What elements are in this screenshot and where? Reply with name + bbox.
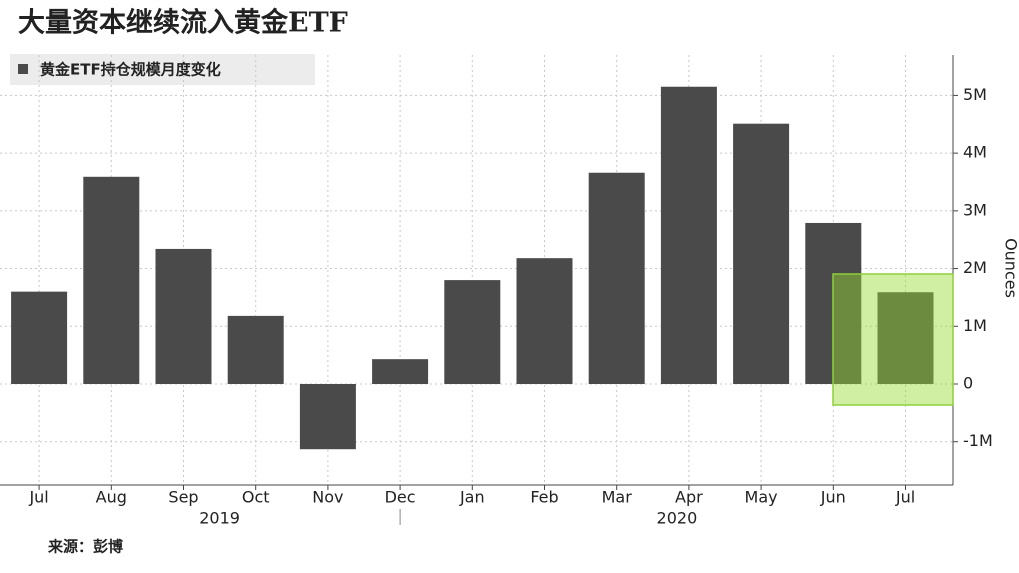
bar [227, 315, 284, 384]
x-tick-label: Oct [242, 488, 270, 507]
y-tick-label: 0 [963, 373, 973, 392]
highlight-box [832, 273, 954, 406]
bar [372, 359, 429, 384]
source: 来源：彭博 [47, 538, 123, 556]
x-tick-label: Jan [459, 488, 485, 507]
bar [516, 258, 573, 384]
x-tick-label: Nov [312, 488, 343, 507]
bar [83, 176, 140, 384]
bar [444, 280, 501, 384]
x-tick-label: May [745, 488, 778, 507]
x-tick-label: Feb [530, 488, 558, 507]
bar [660, 86, 717, 384]
y-tick-label: 1M [963, 316, 987, 335]
bar [155, 248, 212, 384]
x-tick-label: Jul [895, 488, 915, 507]
y-tick-label: 3M [963, 200, 987, 219]
bar [733, 123, 790, 384]
bar [877, 292, 934, 384]
x-tick-label: Jun [820, 488, 846, 507]
x-tick-label: Apr [675, 488, 703, 507]
legend-swatch [18, 64, 28, 74]
chart-title: 大量资本继续流入黄金ETF [18, 7, 348, 39]
y-tick-label: 2M [963, 258, 987, 277]
y-tick-label: 4M [963, 143, 987, 162]
bar [11, 291, 68, 384]
y-tick-label: -1M [963, 431, 993, 450]
x-group-label: 2020 [657, 509, 698, 528]
x-tick-label: Sep [168, 488, 198, 507]
legend-box [10, 54, 315, 85]
y-tick-label: 5M [963, 85, 987, 104]
bar [588, 172, 645, 384]
legend-label: 黄金ETF持仓规模月度变化 [40, 61, 221, 79]
x-tick-label: Mar [602, 488, 633, 507]
x-tick-label: Jul [28, 488, 48, 507]
y-axis-label: Ounces [1002, 238, 1019, 298]
x-group-label: 2019 [199, 509, 240, 528]
x-tick-label: Dec [385, 488, 416, 507]
x-tick-label: Aug [96, 488, 127, 507]
bar [299, 383, 356, 450]
